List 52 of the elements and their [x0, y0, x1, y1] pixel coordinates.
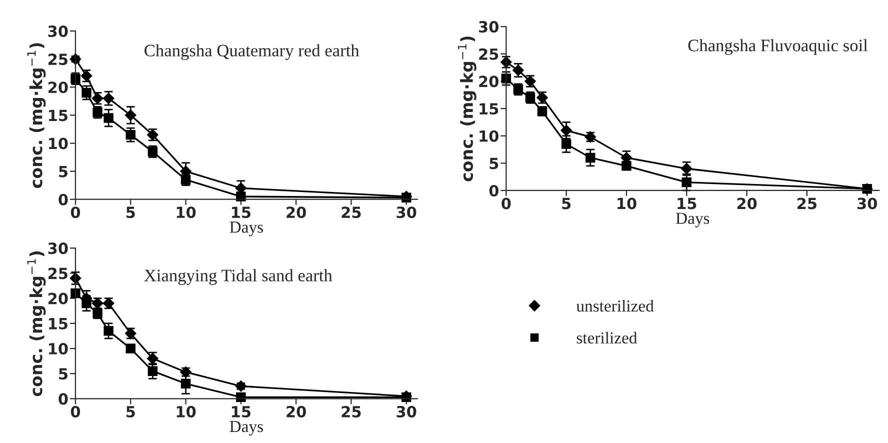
- x-tick-label: 25: [798, 198, 816, 210]
- x-tick-label: 5: [562, 198, 571, 210]
- x-tick-label: 20: [737, 198, 757, 210]
- x-tick-label: 30: [396, 206, 416, 218]
- x-tick-label: 15: [678, 198, 696, 210]
- y-tick-label: 5: [59, 368, 68, 380]
- y-tick-label: 10: [49, 138, 68, 150]
- y-tick-label: 20: [479, 76, 498, 88]
- legend-label: unsterilized: [576, 300, 654, 312]
- y-axis-title: conc. (mg·kg$^{−1}$): [27, 251, 46, 396]
- y-tick-label: 25: [48, 268, 68, 280]
- y-tick-label: 15: [49, 110, 68, 122]
- y-tick-label: 15: [480, 103, 498, 115]
- y-tick-label: 25: [48, 54, 68, 66]
- y-tick-label: 25: [479, 48, 498, 60]
- x-tick-label: 0: [70, 206, 80, 218]
- y-tick-label: 10: [49, 342, 68, 355]
- text: Changsha Fluvoaquic soil: [688, 39, 868, 55]
- x-tick-label: 30: [396, 406, 416, 418]
- x-tick-label: 15: [232, 206, 250, 218]
- y-axis-title: conc. (mg·kg$^{−1}$): [458, 36, 476, 182]
- x-axis-title: Days: [230, 421, 263, 436]
- x-tick-label: 30: [857, 198, 877, 210]
- y-tick-label: 20: [48, 82, 68, 94]
- y-tick-label: 30: [48, 242, 68, 254]
- x-tick-label: 15: [232, 406, 250, 418]
- y-tick-label: 30: [48, 25, 68, 38]
- x-tick-label: 10: [176, 206, 196, 218]
- text: Xiangying Tidal sand earth: [144, 269, 332, 285]
- y-axis-title: conc. (mg·kg$^{−1}$): [27, 43, 46, 188]
- x-tick-label: 10: [176, 406, 196, 418]
- y-tick-label: 5: [59, 166, 68, 178]
- y-tick-label: 30: [478, 21, 498, 33]
- x-tick-label: 25: [342, 206, 361, 218]
- x-tick-label: 25: [342, 406, 361, 418]
- x-tick-label: 20: [286, 406, 306, 418]
- x-tick-label: 20: [286, 206, 306, 218]
- y-tick-label: 0: [58, 393, 68, 405]
- text: Changsha Quatemary red earth: [144, 44, 360, 60]
- legend-label: sterilized: [576, 332, 638, 344]
- x-tick-label: 10: [618, 198, 636, 210]
- x-tick-label: 5: [126, 406, 135, 418]
- x-tick-label: 0: [502, 198, 511, 210]
- y-tick-label: 0: [489, 184, 498, 197]
- x-axis-title: Days: [230, 222, 263, 236]
- y-tick-label: 20: [48, 292, 68, 304]
- y-tick-label: 5: [490, 158, 498, 170]
- x-tick-label: 0: [70, 406, 80, 418]
- x-axis-title: Days: [676, 212, 710, 228]
- x-tick-label: 5: [126, 206, 135, 218]
- y-tick-label: 15: [49, 318, 68, 330]
- y-tick-label: 10: [480, 130, 498, 142]
